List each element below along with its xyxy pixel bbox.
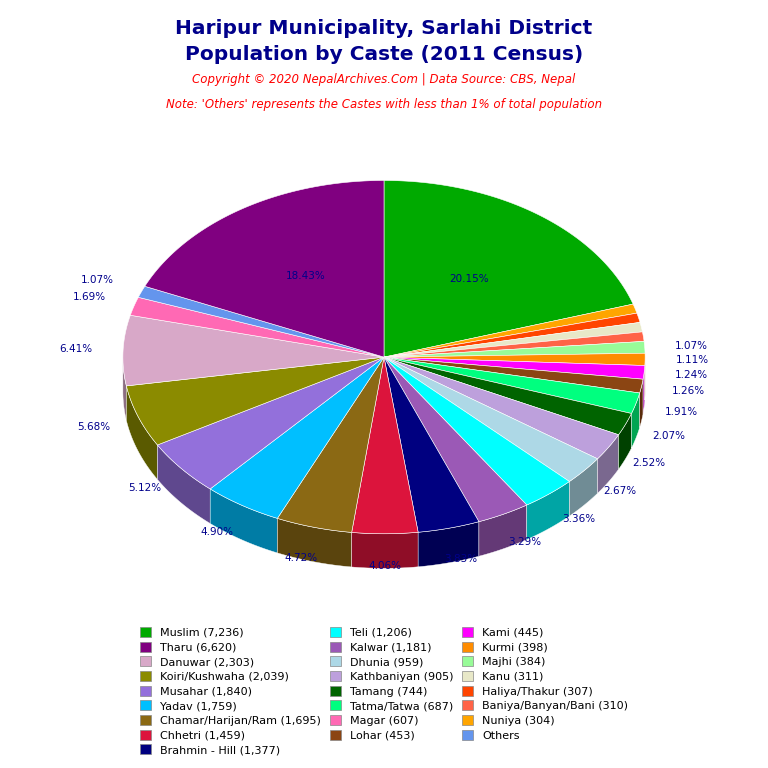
Text: 6.41%: 6.41% (60, 344, 93, 354)
Text: 2.07%: 2.07% (653, 432, 686, 442)
Polygon shape (384, 357, 631, 435)
Polygon shape (127, 357, 384, 445)
Polygon shape (123, 357, 127, 420)
Text: 3.29%: 3.29% (508, 538, 541, 548)
Text: 1.69%: 1.69% (72, 292, 105, 302)
Text: 2.67%: 2.67% (604, 486, 637, 496)
Polygon shape (640, 379, 643, 428)
Text: 3.83%: 3.83% (444, 554, 477, 564)
Text: 4.90%: 4.90% (200, 527, 233, 537)
Legend: Muslim (7,236), Tharu (6,620), Danuwar (2,303), Koiri/Kushwaha (2,039), Musahar : Muslim (7,236), Tharu (6,620), Danuwar (… (137, 624, 631, 759)
Text: 4.06%: 4.06% (369, 561, 402, 571)
Polygon shape (527, 482, 569, 540)
Polygon shape (157, 445, 210, 524)
Polygon shape (384, 313, 640, 357)
Polygon shape (145, 180, 384, 357)
Text: Note: 'Others' represents the Castes with less than 1% of total population: Note: 'Others' represents the Castes wit… (166, 98, 602, 111)
Text: 3.36%: 3.36% (562, 514, 595, 524)
Text: 18.43%: 18.43% (286, 271, 326, 281)
Text: 4.72%: 4.72% (284, 553, 318, 563)
Polygon shape (277, 357, 384, 532)
Text: 1.26%: 1.26% (671, 386, 704, 396)
Text: 5.68%: 5.68% (77, 422, 111, 432)
Polygon shape (384, 357, 527, 521)
Polygon shape (384, 357, 645, 379)
Polygon shape (384, 357, 569, 505)
Text: 20.15%: 20.15% (449, 273, 488, 284)
Polygon shape (384, 304, 637, 357)
Polygon shape (631, 393, 640, 448)
Polygon shape (123, 316, 384, 386)
Text: 1.07%: 1.07% (675, 340, 708, 350)
Polygon shape (138, 286, 384, 357)
Polygon shape (384, 341, 645, 357)
Polygon shape (384, 357, 598, 482)
Polygon shape (131, 297, 384, 357)
Polygon shape (384, 353, 645, 366)
Polygon shape (277, 518, 352, 567)
Text: 5.12%: 5.12% (128, 483, 161, 493)
Text: 1.07%: 1.07% (81, 275, 114, 285)
Polygon shape (479, 505, 527, 556)
Polygon shape (418, 521, 479, 567)
Polygon shape (352, 357, 418, 534)
Polygon shape (384, 332, 644, 357)
Polygon shape (157, 357, 384, 489)
Polygon shape (127, 386, 157, 479)
Text: Population by Caste (2011 Census): Population by Caste (2011 Census) (185, 45, 583, 64)
Polygon shape (384, 357, 640, 413)
Polygon shape (598, 435, 618, 493)
Polygon shape (643, 366, 645, 414)
Text: Haripur Municipality, Sarlahi District: Haripur Municipality, Sarlahi District (175, 19, 593, 38)
Text: 1.11%: 1.11% (676, 355, 709, 365)
Polygon shape (384, 357, 643, 393)
Polygon shape (569, 458, 598, 516)
Polygon shape (384, 357, 479, 532)
Text: 2.52%: 2.52% (633, 458, 666, 468)
Polygon shape (210, 489, 277, 553)
Polygon shape (384, 180, 633, 357)
Polygon shape (352, 532, 418, 568)
Polygon shape (618, 413, 631, 469)
Text: 1.24%: 1.24% (674, 370, 707, 380)
Text: Copyright © 2020 NepalArchives.Com | Data Source: CBS, Nepal: Copyright © 2020 NepalArchives.Com | Dat… (192, 73, 576, 86)
Polygon shape (384, 323, 643, 357)
Polygon shape (384, 357, 618, 458)
Polygon shape (210, 357, 384, 518)
Text: 1.91%: 1.91% (665, 407, 698, 417)
